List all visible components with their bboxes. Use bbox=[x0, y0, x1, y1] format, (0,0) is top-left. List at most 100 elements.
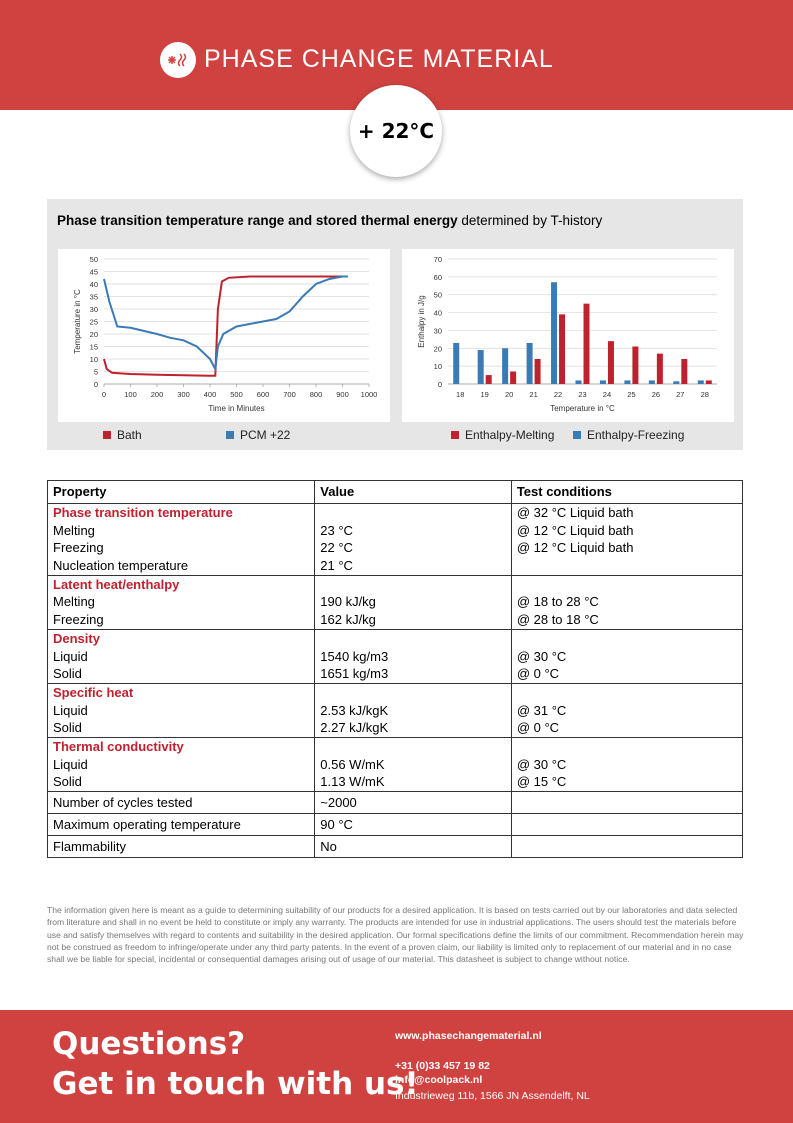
disclaimer: The information given here is meant as a… bbox=[47, 905, 744, 965]
footer-band bbox=[0, 1010, 793, 1123]
x-tick-label: 400 bbox=[204, 390, 217, 399]
table-cell: @ 32 °C Liquid bath @ 12 °C Liquid bath @ … bbox=[510, 503, 744, 576]
x-tick-label: 600 bbox=[257, 390, 270, 399]
table-cell: Maximum operating temperature bbox=[46, 813, 316, 836]
x-tick-label: 0 bbox=[102, 390, 106, 399]
x-tick-label: 19 bbox=[481, 390, 489, 399]
phone: +31 (0)33 457 19 82 bbox=[395, 1060, 490, 1072]
blank-line bbox=[320, 504, 506, 522]
table-cell bbox=[510, 813, 744, 836]
x-tick-label: 18 bbox=[456, 390, 464, 399]
x-tick-label: 900 bbox=[336, 390, 349, 399]
bar bbox=[559, 314, 566, 384]
y-tick-label: 45 bbox=[90, 268, 98, 277]
cell-text: Solid bbox=[53, 720, 82, 736]
legend-swatch bbox=[573, 431, 581, 439]
cell-text: @ 12 °C Liquid bath bbox=[516, 522, 634, 538]
bar bbox=[510, 371, 517, 384]
bar bbox=[697, 380, 704, 384]
series-line bbox=[103, 275, 348, 377]
y-tick-label: 10 bbox=[90, 355, 98, 364]
cell-text: @ 0 °C bbox=[516, 666, 560, 682]
x-tick-label: 200 bbox=[151, 390, 164, 399]
table-cell: Density Liquid Solid bbox=[46, 628, 316, 684]
table-cell: @ 30 °C @ 15 °C bbox=[510, 736, 744, 793]
x-tick-label: 100 bbox=[124, 390, 137, 399]
table-cell bbox=[510, 835, 744, 858]
legend-swatch bbox=[226, 431, 234, 439]
table-cell: @ 31 °C @ 0 °C bbox=[510, 682, 744, 738]
section-title: Density bbox=[53, 630, 100, 646]
y-tick-label: 30 bbox=[90, 305, 98, 314]
bar bbox=[453, 342, 460, 384]
table-row: Maximum operating temperature 90 °C bbox=[46, 813, 744, 836]
table-cell: 190 kJ/kg 162 kJ/kg bbox=[314, 574, 512, 630]
bar bbox=[599, 380, 606, 384]
x-tick-label: 24 bbox=[603, 390, 611, 399]
table-cell: 2.53 kJ/kgK 2.27 kJ/kgK bbox=[314, 682, 512, 738]
bar bbox=[485, 375, 492, 384]
bar bbox=[526, 342, 533, 384]
x-tick-label: 700 bbox=[283, 390, 296, 399]
logo bbox=[160, 42, 196, 78]
table-cell: 1540 kg/m3 1651 kg/m3 bbox=[314, 628, 512, 684]
y-tick-label: 15 bbox=[90, 343, 98, 352]
y-tick-label: 35 bbox=[90, 293, 98, 302]
blank-line bbox=[517, 814, 737, 835]
cell-text: 23 °C bbox=[320, 522, 353, 538]
blank-line bbox=[517, 557, 737, 575]
cell-text: Liquid bbox=[53, 756, 88, 772]
table-row: Phase transition temperature Melting Freez… bbox=[46, 503, 744, 576]
bar bbox=[607, 341, 614, 384]
blank-line bbox=[517, 684, 737, 702]
cell-text: Flammability bbox=[53, 839, 126, 854]
cell-text: 162 kJ/kg bbox=[320, 612, 376, 628]
cell-text: Melting bbox=[53, 594, 95, 610]
y-tick-label: 30 bbox=[434, 326, 442, 335]
cell-text: 1540 kg/m3 bbox=[320, 648, 389, 664]
header-cell: Test conditions bbox=[510, 480, 744, 504]
y-tick-label: 20 bbox=[434, 344, 442, 353]
bar bbox=[551, 282, 558, 384]
table-row: Thermal conductivity Liquid Solid 0.56 W/mK… bbox=[46, 736, 744, 793]
x-tick-label: 25 bbox=[627, 390, 635, 399]
header-cell: Value bbox=[314, 480, 512, 504]
bar bbox=[632, 346, 639, 384]
cell-text: 2.27 kJ/kgK bbox=[320, 720, 389, 736]
x-tick-label: 800 bbox=[310, 390, 323, 399]
x-tick-label: 300 bbox=[177, 390, 190, 399]
email[interactable]: info@coolpack.nl bbox=[395, 1074, 483, 1086]
property-table: Property Value Test conditions Phase transi… bbox=[46, 480, 744, 858]
legend-swatch bbox=[451, 431, 459, 439]
cell-text: @ 31 °C bbox=[516, 702, 567, 718]
blank-line bbox=[320, 630, 506, 648]
temperature-badge: + 22°C bbox=[350, 85, 442, 177]
section-title: Latent heat/enthalpy bbox=[53, 576, 180, 592]
y-tick-label: 60 bbox=[434, 273, 442, 282]
x-axis-label: Temperature in °C bbox=[550, 404, 615, 413]
cell-text: @ 30 °C bbox=[516, 756, 567, 772]
bar bbox=[502, 348, 509, 384]
y-tick-label: 50 bbox=[90, 255, 98, 264]
x-tick-label: 21 bbox=[529, 390, 537, 399]
blank-line bbox=[320, 576, 506, 594]
y-tick-label: 0 bbox=[438, 380, 442, 389]
table-cell: 23 °C 22 °C 21 °C bbox=[314, 503, 512, 576]
cell-text: Freezing bbox=[53, 612, 104, 628]
table-cell: 90 °C bbox=[314, 813, 512, 836]
y-tick-label: 0 bbox=[94, 380, 98, 389]
x-tick-label: 26 bbox=[652, 390, 660, 399]
blank-line bbox=[517, 738, 737, 756]
header-cell: Property bbox=[46, 480, 316, 504]
cell-text: Number of cycles tested bbox=[53, 795, 193, 810]
y-axis-label: Temperature in °C bbox=[73, 289, 82, 354]
cell-text: Nucleation temperature bbox=[53, 558, 189, 574]
table-cell: 0.56 W/mK 1.13 W/mK bbox=[314, 736, 512, 793]
website[interactable]: www.phasechangematerial.nl bbox=[395, 1030, 542, 1042]
y-tick-label: 40 bbox=[434, 309, 442, 318]
bar bbox=[624, 380, 631, 384]
section-title: @ 32 °C Liquid bath bbox=[516, 505, 634, 520]
table-row: Latent heat/enthalpy Melting Freezing 190 k… bbox=[46, 574, 744, 630]
